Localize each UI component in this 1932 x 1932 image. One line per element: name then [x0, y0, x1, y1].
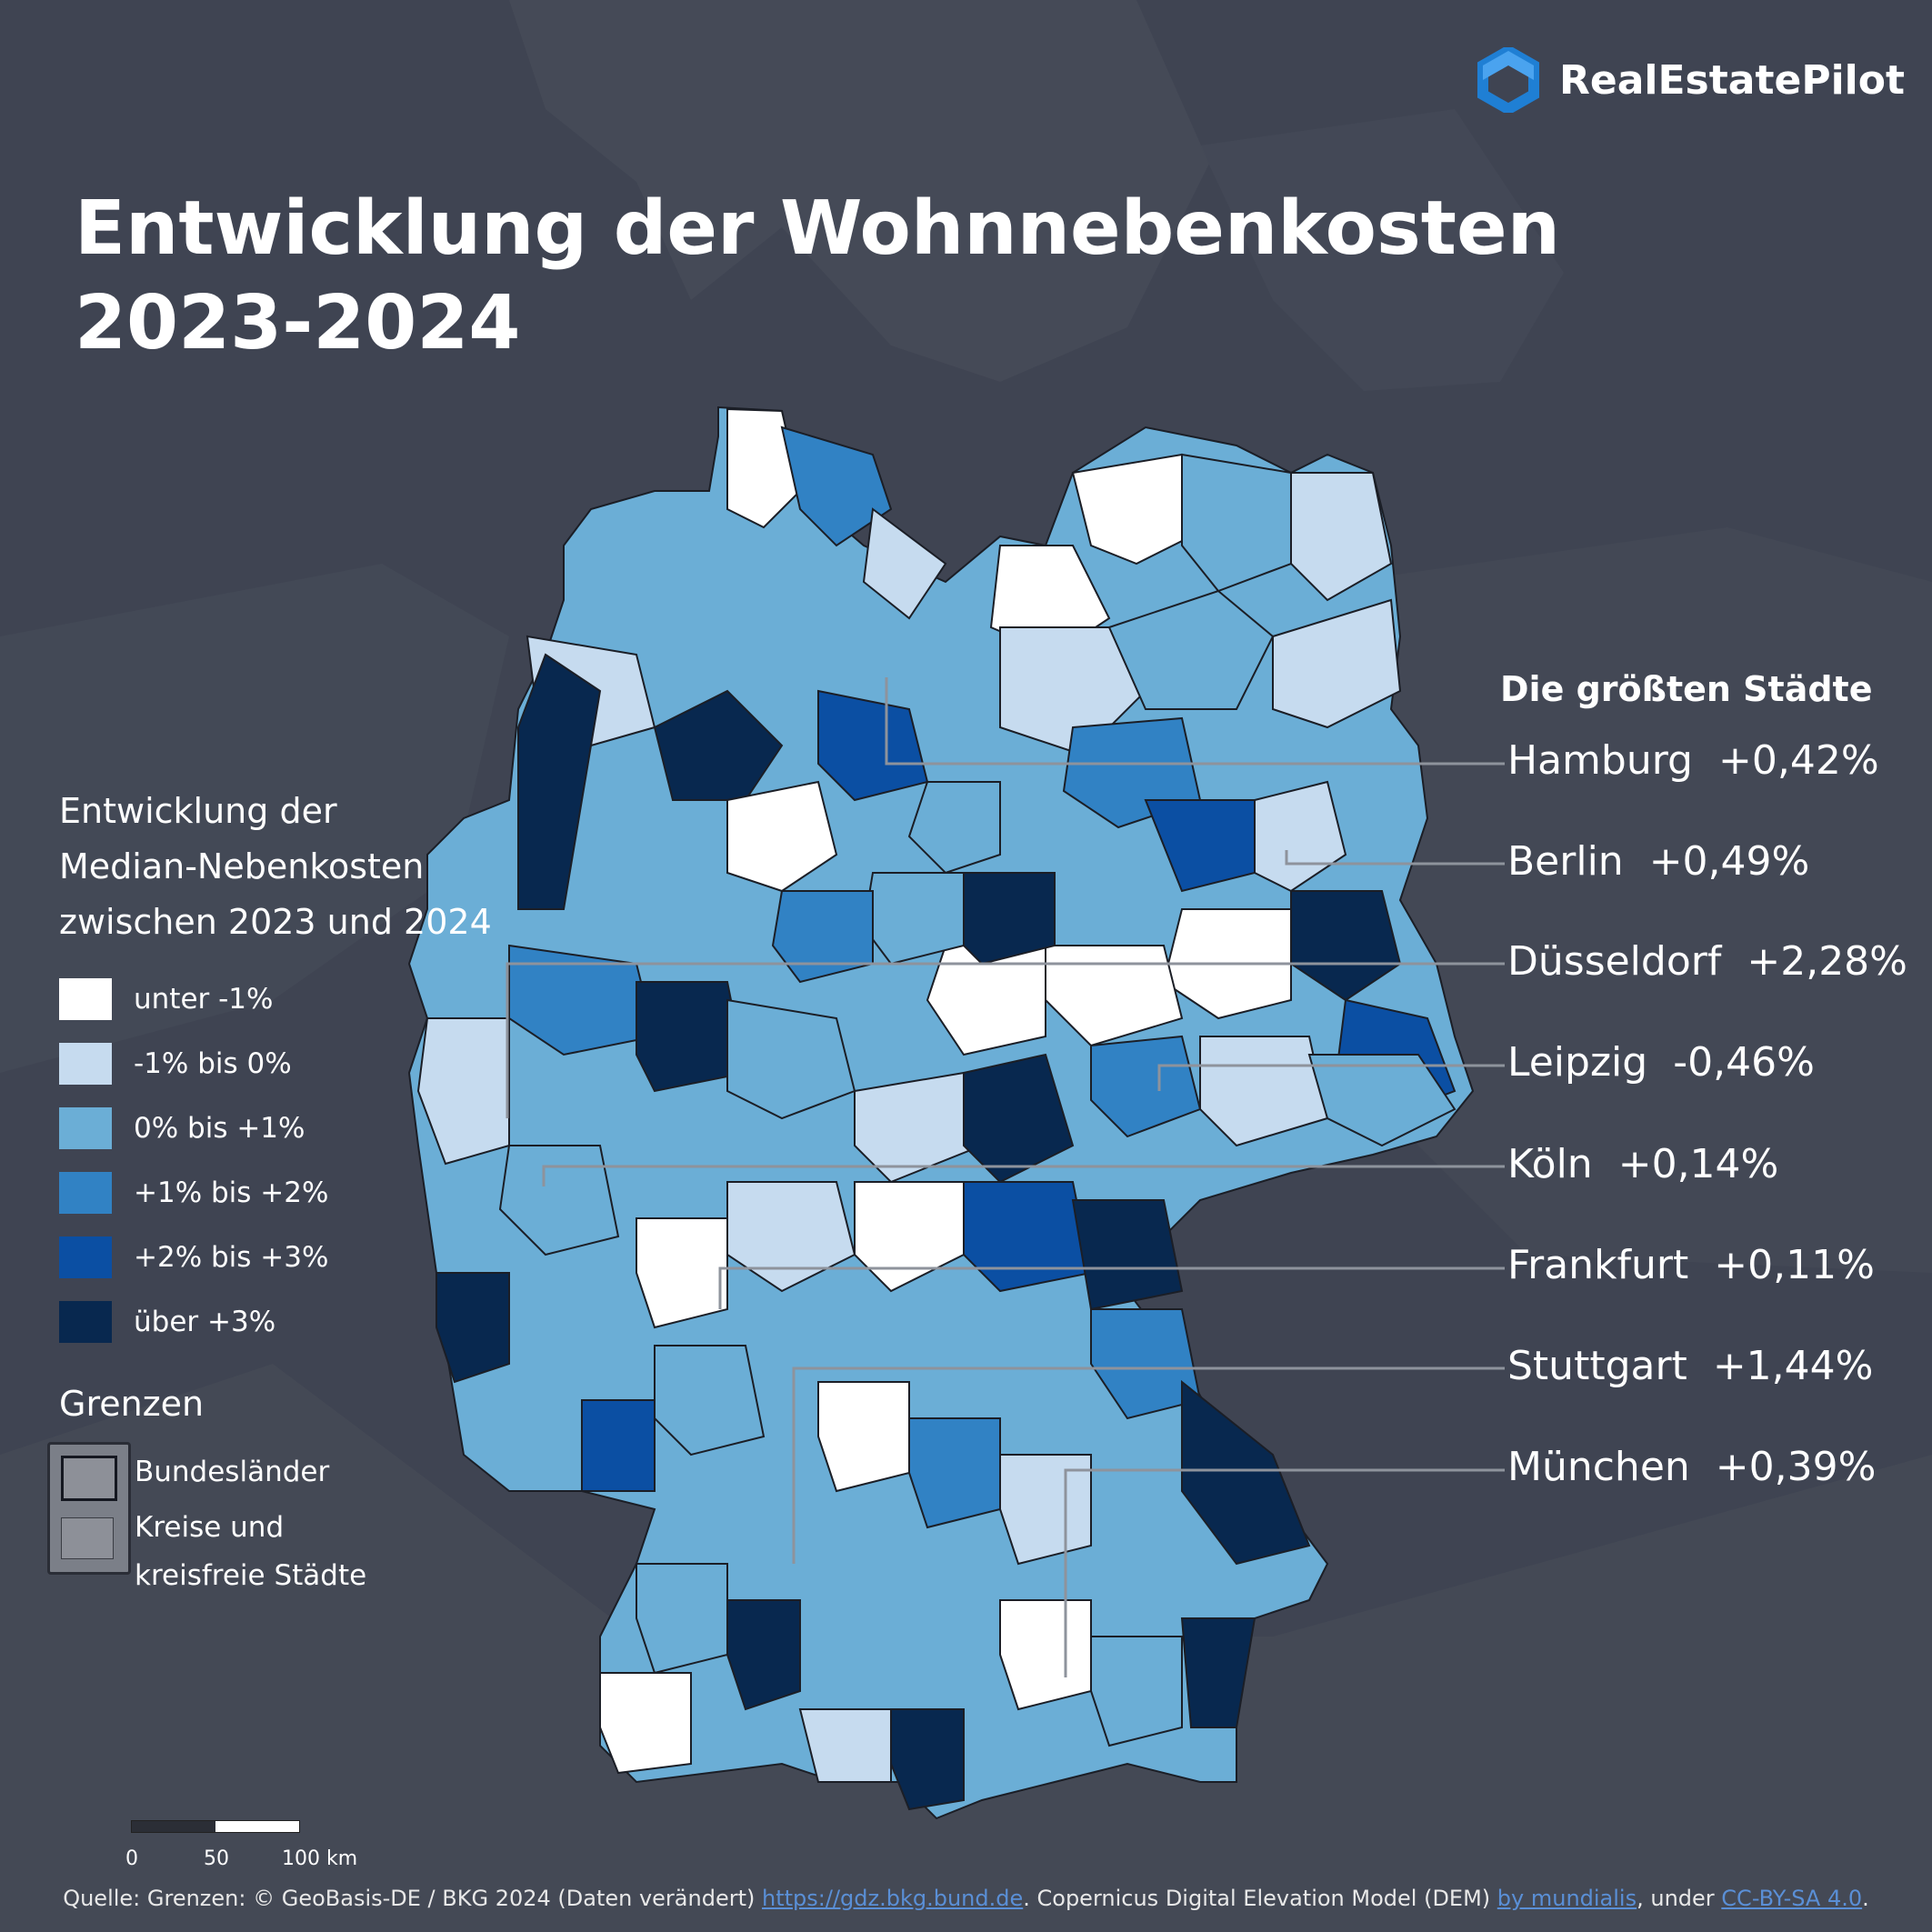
cities-title: Die größten Städte	[1500, 669, 1873, 709]
legend-label: -1% bis 0%	[134, 1046, 292, 1080]
scale-bar-segments	[131, 1820, 300, 1833]
germany-choropleth	[407, 405, 1475, 1820]
city-name: Berlin	[1507, 838, 1624, 885]
state-border-label: Bundesländer	[135, 1456, 330, 1488]
legend-label: über +3%	[134, 1305, 276, 1338]
district-border-label-2: kreisfreie Städte	[135, 1559, 367, 1592]
district-border-swatch	[61, 1517, 114, 1559]
legend-label: unter -1%	[134, 982, 274, 1016]
legend: unter -1% -1% bis 0% 0% bis +1% +1% bis …	[59, 966, 328, 1354]
city-label: Berlin +0,49%	[1507, 838, 1809, 885]
legend-item: über +3%	[59, 1289, 328, 1354]
legend-swatch	[59, 1042, 112, 1085]
city-value: +0,14%	[1617, 1141, 1779, 1187]
borders-legend-box	[47, 1442, 131, 1575]
legend-item: unter -1%	[59, 966, 328, 1031]
city-label: Stuttgart +1,44%	[1507, 1343, 1873, 1389]
district-border-label-1: Kreise und	[135, 1511, 285, 1544]
city-value: +2,28%	[1747, 938, 1907, 985]
legend-swatch	[59, 1300, 112, 1343]
brand-logo: RealEstatePilot	[1476, 47, 1905, 113]
city-label: Düsseldorf +2,28%	[1507, 938, 1907, 985]
city-label: Leipzig -0,46%	[1507, 1039, 1815, 1086]
city-name: Frankfurt	[1507, 1242, 1689, 1288]
legend-title-line: Median-Nebenkosten	[59, 846, 425, 886]
city-name: München	[1507, 1444, 1690, 1490]
scale-tick-label: 50	[204, 1847, 229, 1870]
scale-tick-label: 100 km	[282, 1847, 358, 1870]
legend-item: 0% bis +1%	[59, 1096, 328, 1160]
scale-bar: 0 50 100 km	[125, 1820, 357, 1870]
scale-tick-label: 0	[125, 1847, 138, 1870]
city-label: Hamburg +0,42%	[1507, 737, 1879, 784]
legend-label: 0% bis +1%	[134, 1111, 305, 1145]
legend-swatch	[59, 1171, 112, 1214]
legend-item: +2% bis +3%	[59, 1225, 328, 1289]
city-name: Leipzig	[1507, 1039, 1648, 1086]
city-value: +0,11%	[1714, 1242, 1875, 1288]
bkg-link[interactable]: https://gdz.bkg.bund.de	[762, 1886, 1024, 1911]
source-attribution: Quelle: Grenzen: © GeoBasis-DE / BKG 202…	[0, 1886, 1932, 1911]
hexagon-logo-icon	[1477, 47, 1539, 113]
page-title: Entwicklung der Wohnnebenkosten 2023-202…	[75, 182, 1560, 371]
city-value: +0,49%	[1648, 838, 1810, 885]
city-value: +0,39%	[1715, 1444, 1877, 1490]
borders-legend-title: Grenzen	[59, 1384, 205, 1424]
city-value: -0,46%	[1673, 1039, 1815, 1086]
city-name: Köln	[1507, 1141, 1593, 1187]
source-middle-2: , under	[1637, 1886, 1722, 1911]
legend-swatch	[59, 1106, 112, 1149]
city-name: Düsseldorf	[1507, 938, 1722, 985]
license-link[interactable]: CC-BY-SA 4.0	[1721, 1886, 1863, 1911]
mundialis-link[interactable]: by mundialis	[1497, 1886, 1637, 1911]
scale-segment-light	[215, 1821, 299, 1832]
legend-swatch	[59, 1236, 112, 1278]
city-name: Stuttgart	[1507, 1343, 1687, 1389]
legend-label: +2% bis +3%	[134, 1240, 329, 1274]
title-line-2: 2023-2024	[75, 280, 521, 366]
source-prefix: Quelle: Grenzen: © GeoBasis-DE / BKG 202…	[63, 1886, 762, 1911]
city-value: +1,44%	[1712, 1343, 1874, 1389]
city-label: München +0,39%	[1507, 1444, 1876, 1490]
source-middle: . Copernicus Digital Elevation Model (DE…	[1023, 1886, 1497, 1911]
legend-item: -1% bis 0%	[59, 1031, 328, 1096]
legend-title-line: Entwicklung der	[59, 791, 337, 831]
city-label: Frankfurt +0,11%	[1507, 1242, 1875, 1288]
scale-segment-dark	[132, 1821, 215, 1832]
source-suffix: .	[1862, 1886, 1869, 1911]
legend-swatch	[59, 977, 112, 1020]
legend-title-line: zwischen 2023 und 2024	[59, 902, 492, 942]
city-name: Hamburg	[1507, 737, 1693, 784]
legend-item: +1% bis +2%	[59, 1160, 328, 1225]
legend-label: +1% bis +2%	[134, 1176, 329, 1209]
city-label: Köln +0,14%	[1507, 1141, 1778, 1187]
state-border-swatch	[61, 1456, 117, 1501]
city-leader-lines	[506, 677, 1505, 1677]
city-value: +0,42%	[1717, 737, 1879, 784]
title-line-1: Entwicklung der Wohnnebenkosten	[75, 185, 1560, 272]
legend-title: Entwicklung der Median-Nebenkosten zwisc…	[59, 784, 492, 950]
brand-name: RealEstatePilot	[1559, 56, 1906, 104]
